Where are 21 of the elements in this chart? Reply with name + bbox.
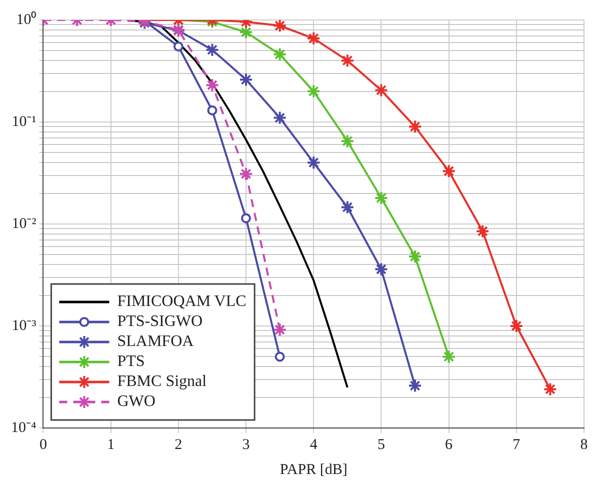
legend-label: GWO <box>117 393 156 410</box>
x-tick-label: 4 <box>310 436 318 453</box>
x-tick-label: 6 <box>445 436 454 453</box>
y-tick-label: 10⁻⁴ <box>10 420 36 436</box>
x-tick-label: 0 <box>39 436 47 453</box>
x-axis-title: PAPR [dB] <box>280 462 348 478</box>
x-tick-label: 8 <box>580 436 588 453</box>
legend-label: FIMICOQAM VLC <box>117 293 246 310</box>
x-tick-label: 2 <box>174 436 182 453</box>
legend-label: PTS <box>117 353 145 370</box>
legend-label: PTS-SIGWO <box>117 313 203 330</box>
y-tick-label: 10⁰ <box>16 10 36 28</box>
y-tick-label: 10⁻³ <box>12 318 37 334</box>
x-tick-label: 7 <box>512 436 521 453</box>
y-tick-label: 10⁻¹ <box>12 114 36 130</box>
x-tick-label: 1 <box>107 436 115 453</box>
x-tick-label: 3 <box>242 436 250 453</box>
legend-label: SLAMFOA <box>117 333 194 350</box>
x-tick-label: 5 <box>377 436 385 453</box>
legend-label: FBMC Signal <box>117 373 208 390</box>
y-tick-label: 10⁻² <box>12 216 37 232</box>
